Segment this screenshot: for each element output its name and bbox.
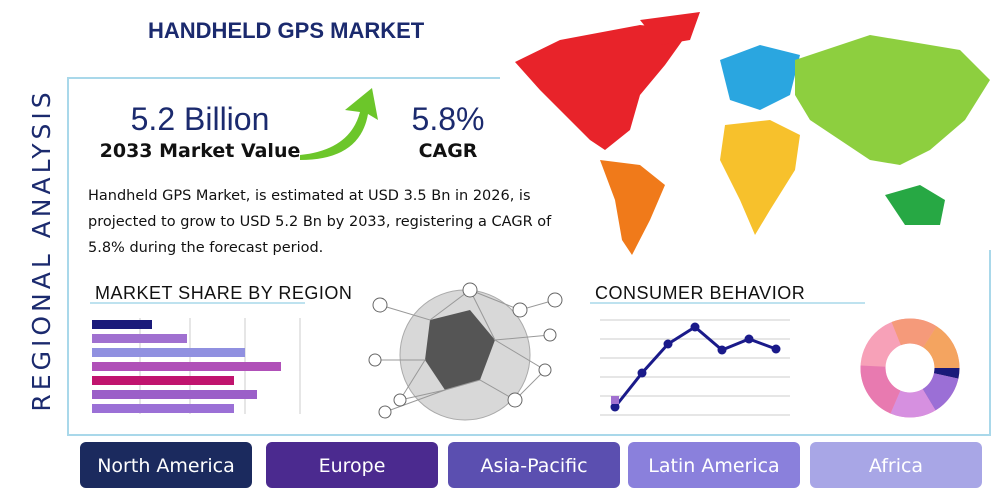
region-button[interactable] [80,442,252,488]
region-label: Asia-Pacific [480,455,587,477]
section-title: MARKET SHARE BY REGION [95,283,352,303]
growth-arrow [300,88,378,160]
region-label: Africa [869,455,923,477]
stat-value: 5.8% [412,101,485,137]
globe-network [368,282,563,421]
side-label: REGIONAL ANALYSIS [27,88,56,411]
decorative-donut [860,318,960,418]
region-label: North America [97,455,235,477]
stat-label: CAGR [419,140,478,162]
region-button[interactable] [628,442,800,488]
description-box: Handheld GPS Market, is estimated at USD… [88,188,552,256]
stat-value: 5.2 Billion [131,101,270,137]
description: Handheld GPS Market, is estimated at USD… [88,188,552,256]
decorative-bars [92,318,301,414]
region-label: Europe [319,455,386,477]
stat-label: 2033 Market Value [100,140,301,162]
region-button[interactable] [266,442,438,488]
world-map [515,12,990,255]
region-button[interactable] [810,442,982,488]
region-button[interactable] [448,442,620,488]
frame [67,77,991,436]
title: HANDHELD GPS MARKET [148,18,425,43]
region-label: Latin America [648,455,779,477]
decorative-line-chart [600,319,790,416]
section-title: CONSUMER BEHAVIOR [595,283,805,303]
